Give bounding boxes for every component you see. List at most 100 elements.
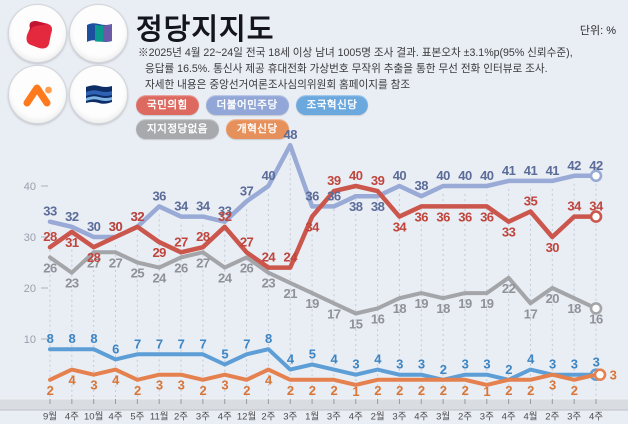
data-label-dpk: 36: [327, 188, 341, 203]
data-label-dpk: 32: [131, 209, 145, 224]
x-axis-label: 4주: [589, 412, 603, 423]
data-label-none: 24: [218, 271, 233, 286]
unit-label: 단위: %: [579, 25, 616, 37]
data-label-reform: 2: [331, 383, 338, 398]
dpk-logo-icon: [86, 22, 112, 42]
data-label-none: 26: [240, 260, 254, 275]
endpoint-marker-none: [589, 302, 603, 315]
data-label-reform: 3: [156, 378, 163, 393]
data-label-none: 25: [131, 266, 145, 281]
data-label-ppp: 34: [305, 220, 320, 235]
data-label-none: 16: [371, 311, 385, 326]
line-none: [48, 250, 598, 316]
data-label-dpk: 34: [174, 199, 189, 214]
legend-row-2: 지지정당없음 개혁신당: [136, 119, 368, 139]
data-label-ppp: 40: [349, 168, 363, 183]
data-label-ppp: 30: [109, 219, 123, 234]
page-title: 정당지지도: [136, 14, 275, 46]
data-label-ppp: 36: [415, 209, 429, 224]
x-axis-label: 2월: [371, 411, 385, 423]
data-label-rkp: 8: [68, 331, 75, 346]
data-label-none: 18: [393, 301, 407, 316]
data-label-ppp: 39: [371, 173, 385, 188]
data-label-ppp: 36: [436, 209, 450, 224]
data-label-rkp: 2: [505, 362, 512, 377]
data-label-reform: 2: [440, 383, 447, 398]
x-axis-label: 2주: [261, 412, 275, 423]
x-axis-label: 1월: [305, 411, 319, 423]
x-axis-label: 9월: [43, 411, 57, 423]
data-label-rkp: 8: [265, 331, 272, 346]
data-label-none: 27: [87, 255, 101, 270]
party-logos: [8, 4, 132, 128]
data-label-ppp: 36: [480, 209, 494, 224]
data-label-ppp: 34: [567, 199, 582, 214]
data-label-rkp: 3: [483, 357, 490, 372]
data-label-none: 19: [480, 296, 494, 311]
data-label-reform: 1: [483, 384, 490, 399]
data-label-ppp: 32: [131, 209, 145, 224]
data-label-ppp: 24: [262, 250, 277, 265]
legend: 국민의힘 더불어민주당 조국혁신당 지지정당없음 개혁신당: [136, 95, 369, 143]
data-label-dpk: 36: [152, 188, 166, 203]
x-axis-label: 3주: [567, 412, 581, 423]
data-label-reform: 2: [287, 383, 294, 398]
data-label-none: 17: [327, 306, 341, 321]
ppp-logo: [8, 4, 67, 63]
data-label-none: 19: [415, 296, 429, 311]
data-label-rkp: 4: [374, 352, 382, 367]
data-label-none: 16: [589, 311, 603, 326]
data-label-none: 23: [262, 276, 276, 291]
x-axis-label: 5주: [130, 412, 144, 423]
data-label-reform: 2: [505, 383, 512, 398]
x-axis-label: 3주: [196, 412, 210, 423]
data-label-reform: 3: [610, 368, 617, 383]
data-label-dpk: 33: [43, 204, 57, 219]
x-axis-label: 3주: [392, 412, 406, 423]
reform-party-logo-icon: [23, 84, 52, 106]
survey-note-line-2: 응답률 16.5%. 통신사 제공 휴대전화 가상번호 무작위 추출을 통한 무…: [145, 62, 548, 75]
x-axis-label: 2주: [458, 412, 472, 423]
data-label-dpk: 36: [305, 188, 319, 203]
data-label-none: 21: [284, 286, 298, 301]
data-label-reform: 4: [112, 373, 120, 388]
data-label-reform: 2: [47, 383, 54, 398]
x-axis-label: 2주: [545, 412, 559, 423]
x-axis-label: 3월: [436, 411, 450, 423]
data-label-rkp: 7: [243, 336, 250, 351]
data-label-dpk: 41: [524, 163, 538, 178]
data-label-dpk: 40: [393, 168, 407, 183]
endpoint-marker-reform: [593, 368, 607, 382]
line-ppp: [47, 183, 599, 270]
data-label-dpk: 30: [109, 219, 123, 234]
data-label-ppp: 29: [152, 245, 166, 260]
data-label-ppp: 36: [458, 209, 472, 224]
data-label-reform: 3: [178, 378, 185, 393]
y-axis-label: 30: [24, 232, 36, 244]
data-label-dpk: 32: [65, 209, 79, 224]
data-label-none: 20: [546, 291, 560, 306]
data-label-dpk: 38: [415, 178, 429, 193]
data-label-rkp: 2: [440, 362, 447, 377]
data-label-dpk: 41: [502, 163, 516, 178]
y-axis-label: 20: [24, 283, 36, 295]
data-label-reform: 2: [462, 383, 469, 398]
data-label-reform: 4: [68, 373, 76, 388]
data-label-rkp: 4: [527, 352, 535, 367]
x-axis-label: 4월: [523, 411, 537, 423]
data-label-none: 27: [109, 255, 123, 270]
data-label-reform: 3: [221, 378, 228, 393]
data-label-none: 19: [458, 296, 472, 311]
data-label-reform: 2: [527, 383, 534, 398]
data-label-dpk: 33: [218, 204, 232, 219]
data-label-rkp: 7: [178, 336, 185, 351]
x-axis-label: 3주: [327, 412, 341, 423]
data-label-none: 18: [436, 301, 450, 316]
data-label-rkp: 3: [571, 357, 578, 372]
data-label-ppp: 27: [174, 234, 188, 249]
data-label-none: 17: [524, 306, 538, 321]
endpoint-marker-ppp: [589, 210, 603, 223]
data-label-none: 19: [305, 296, 319, 311]
data-label-rkp: 3: [418, 357, 425, 372]
